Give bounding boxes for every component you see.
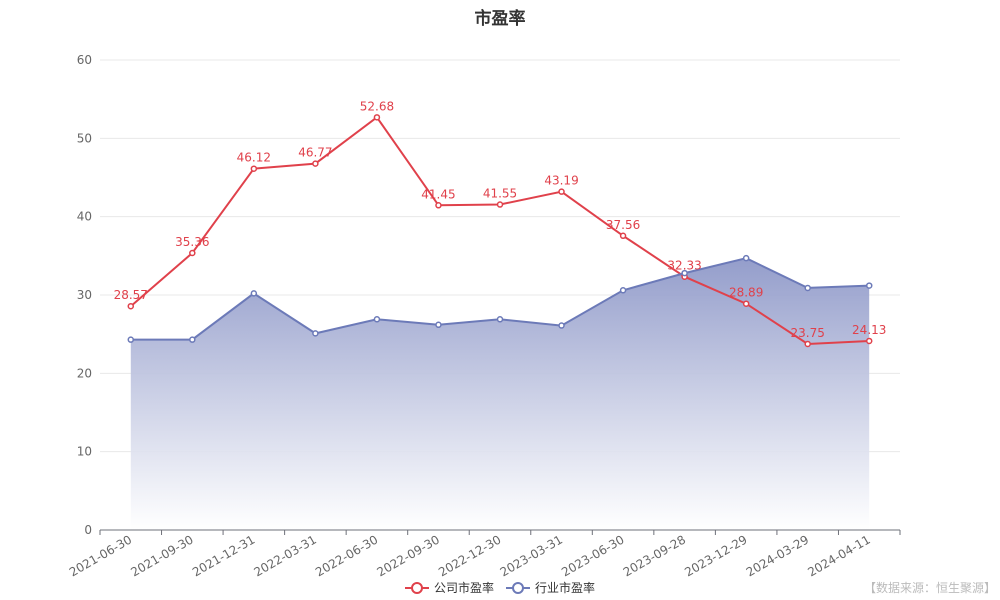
company-pe-data-label: 24.13 (852, 323, 886, 337)
x-tick-label: 2022-12-30 (436, 532, 503, 579)
y-tick-label: 0 (84, 523, 92, 537)
company-pe-data-label: 43.19 (544, 174, 578, 188)
industry-pe-point[interactable] (496, 316, 504, 323)
company-pe-point[interactable] (127, 302, 135, 310)
industry-pe-point[interactable] (681, 269, 688, 277)
y-tick-label: 60 (77, 53, 92, 67)
x-tick-label: 2023-12-29 (682, 532, 749, 579)
chart-title: 市盈率 (474, 9, 526, 29)
x-tick-label: 2023-06-30 (559, 532, 626, 579)
x-tick-label: 2024-04-11 (805, 532, 872, 579)
y-tick-label: 20 (77, 366, 92, 380)
legend-label: 行业市盈率 (535, 580, 595, 595)
x-tick-label: 2023-09-28 (621, 532, 688, 579)
legend-item-company-pe[interactable]: 公司市盈率 (405, 580, 494, 595)
industry-pe-point[interactable] (312, 330, 319, 337)
company-pe-point[interactable] (742, 300, 750, 307)
company-pe-data-label: 23.75 (791, 326, 825, 340)
industry-pe-point[interactable] (435, 321, 442, 329)
company-pe-point[interactable] (250, 165, 258, 172)
company-pe-point[interactable] (558, 188, 565, 195)
x-tick-label: 2022-06-30 (313, 532, 380, 579)
company-pe-data-label: 46.77 (298, 146, 332, 160)
industry-pe-point[interactable] (189, 336, 196, 343)
company-pe-data-label: 41.45 (421, 187, 455, 201)
x-tick-label: 2024-03-29 (744, 532, 811, 579)
company-pe-data-label: 46.12 (237, 151, 271, 165)
industry-pe-point[interactable] (373, 316, 381, 323)
y-tick-label: 10 (77, 445, 92, 459)
company-pe-data-label: 28.89 (729, 286, 763, 300)
legend-item-industry-pe[interactable]: 行业市盈率 (506, 580, 595, 595)
company-pe-point[interactable] (619, 232, 627, 240)
legend-circle-marker (512, 582, 524, 594)
y-tick-label: 30 (77, 288, 92, 302)
industry-pe-area (130, 258, 870, 530)
x-tick-label: 2022-09-30 (375, 532, 442, 579)
company-pe-data-label: 32.33 (667, 259, 701, 273)
company-pe-point[interactable] (865, 337, 873, 345)
company-pe-point[interactable] (373, 114, 381, 121)
company-pe-point[interactable] (804, 340, 811, 348)
x-tick-label: 2021-12-31 (190, 532, 257, 579)
x-tick-label: 2021-09-30 (128, 532, 195, 579)
company-pe-data-label: 37.56 (606, 218, 640, 232)
company-pe-point[interactable] (435, 202, 442, 209)
y-tick-label: 50 (77, 131, 92, 145)
x-tick-label: 2021-06-30 (67, 532, 134, 579)
legend-label: 公司市盈率 (434, 580, 494, 595)
legend-circle-marker (411, 582, 423, 594)
industry-pe-point[interactable] (127, 336, 135, 343)
x-tick-label: 2022-03-31 (251, 532, 318, 579)
company-pe-point[interactable] (189, 249, 196, 257)
industry-pe-point[interactable] (619, 287, 627, 294)
y-tick-label: 40 (77, 210, 92, 224)
data-source-note: 【数据来源：恒生聚源】 (863, 581, 996, 595)
company-pe-point[interactable] (312, 160, 319, 167)
company-pe-data-label: 28.57 (114, 288, 148, 302)
company-pe-data-label: 41.55 (483, 187, 517, 201)
company-pe-data-label: 35.36 (175, 235, 209, 249)
industry-pe-point[interactable] (250, 290, 258, 297)
industry-pe-point[interactable] (865, 282, 873, 289)
company-pe-data-label: 52.68 (360, 99, 394, 113)
company-pe-point[interactable] (496, 201, 504, 208)
x-tick-label: 2023-03-31 (498, 532, 565, 579)
industry-pe-point[interactable] (742, 254, 750, 262)
industry-pe-point[interactable] (558, 322, 565, 329)
industry-pe-point[interactable] (804, 284, 811, 292)
